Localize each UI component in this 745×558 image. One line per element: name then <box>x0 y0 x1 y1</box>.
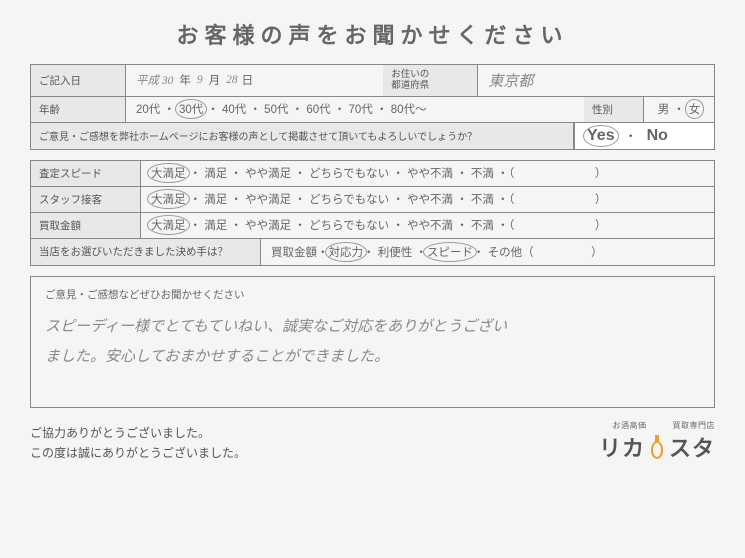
bottle-icon <box>647 434 667 460</box>
month-suffix: 月 <box>209 72 221 88</box>
date-value: 平成 30 年 9 月 28 日 <box>126 65 383 96</box>
gender-value: 男 ・ 女 <box>644 97 714 122</box>
decide-opt1: 買取金額 <box>271 244 317 260</box>
row-date-pref: ご記入日 平成 30 年 9 月 28 日 お住いの 都道府県 東京都 <box>31 65 714 97</box>
era-handwritten: 平成 30 <box>136 72 173 88</box>
logo-text-right: スタ <box>669 431 715 463</box>
speed-rest: ・ 満足 ・ やや満足 ・ どちらでもない ・ やや不満 ・ 不満 ・（ ） <box>190 165 607 181</box>
gender-dot: ・ <box>673 101 685 117</box>
price-label: 買取金額 <box>31 213 141 238</box>
section-ratings: 査定スピード 大満足 ・ 満足 ・ やや満足 ・ どちらでもない ・ やや不満 … <box>30 160 715 266</box>
decide-selected2: スピード <box>427 244 473 260</box>
logo-tagline-left: お酒高価 <box>613 420 647 431</box>
staff-selected: 大満足 <box>151 191 186 207</box>
row-speed: 査定スピード 大満足 ・ 満足 ・ やや満足 ・ どちらでもない ・ やや不満 … <box>31 161 714 187</box>
footer: ご協力ありがとうございました。 この度は誠にありがとうございました。 お酒高価 … <box>30 420 715 463</box>
decide-label: 当店をお選びいただきました決め手は？ <box>31 239 261 265</box>
logo-block: お酒高価 買取専門店 リカ スタ <box>599 420 715 463</box>
day-handwritten: 28 <box>226 74 238 86</box>
row-decide: 当店をお選びいただきました決め手は？ 買取金額 ・ 対応力 ・ 利便性 ・ スピ… <box>31 239 714 265</box>
staff-options: 大満足 ・ 満足 ・ やや満足 ・ どちらでもない ・ やや不満 ・ 不満 ・（… <box>141 187 714 212</box>
price-rest: ・ 満足 ・ やや満足 ・ どちらでもない ・ やや不満 ・ 不満 ・（ ） <box>190 217 607 233</box>
page-title: お客様の声をお聞かせください <box>30 18 715 50</box>
staff-rest: ・ 満足 ・ やや満足 ・ どちらでもない ・ やや不満 ・ 不満 ・（ ） <box>190 191 607 207</box>
decide-selected1: 対応力 <box>329 244 364 260</box>
age-selected: 30代 <box>179 101 203 117</box>
comment-label: ご意見・ご感想などぜひお聞かせください <box>45 287 700 302</box>
row-price: 買取金額 大満足 ・ 満足 ・ やや満足 ・ どちらでもない ・ やや不満 ・ … <box>31 213 714 239</box>
pref-value: 東京都 <box>478 65 714 96</box>
comment-text: スピーディー様でとてもていねい、誠実なご対応をありがとうござい ました。安心して… <box>45 312 700 372</box>
gender-male: 男 <box>658 101 670 117</box>
thanks-line1: ご協力ありがとうございました。 <box>30 424 246 443</box>
date-label: ご記入日 <box>31 65 126 96</box>
decide-mid: ・ 利便性 ・ <box>363 244 427 260</box>
row-age-gender: 年齢 20代 ・ 30代 ・ 40代 ・ 50代 ・ 60代 ・ 70代 ・ 8… <box>31 97 714 123</box>
speed-options: 大満足 ・ 満足 ・ やや満足 ・ どちらでもない ・ やや不満 ・ 不満 ・（… <box>141 161 714 186</box>
comment-line2: ました。安心しておまかせすることができました。 <box>45 342 700 372</box>
gender-female-selected: 女 <box>689 101 701 117</box>
thanks-block: ご協力ありがとうございました。 この度は誠にありがとうございました。 <box>30 424 246 462</box>
consent-label: ご意見・ご感想を弊社ホームページにお客様の声として掲載させて頂いてもよろしいでし… <box>31 123 574 149</box>
price-selected: 大満足 <box>151 217 186 233</box>
logo-tagline-right: 買取専門店 <box>673 420 716 431</box>
row-consent: ご意見・ご感想を弊社ホームページにお客様の声として掲載させて頂いてもよろしいでし… <box>31 123 714 149</box>
year-suffix: 年 <box>179 72 191 88</box>
section-customer-info: ご記入日 平成 30 年 9 月 28 日 お住いの 都道府県 東京都 年齢 2… <box>30 64 715 150</box>
yes-selected: Yes <box>587 127 615 145</box>
logo-text-left: リカ <box>599 431 645 463</box>
decide-options: 買取金額 ・ 対応力 ・ 利便性 ・ スピード ・ その他（ ） <box>261 239 714 265</box>
price-options: 大満足 ・ 満足 ・ やや満足 ・ どちらでもない ・ やや不満 ・ 不満 ・（… <box>141 213 714 238</box>
speed-label: 査定スピード <box>31 161 141 186</box>
logo-main: リカ スタ <box>599 431 715 463</box>
day-suffix: 日 <box>242 72 254 88</box>
gender-label: 性別 <box>584 97 644 122</box>
no-option: No <box>647 127 668 145</box>
pref-label: お住いの 都道府県 <box>383 65 478 96</box>
thanks-line2: この度は誠にありがとうございました。 <box>30 444 246 463</box>
age-rest: ・ 40代 ・ 50代 ・ 60代 ・ 70代 ・ 80代〜 <box>207 101 426 117</box>
yesno-dot: ・ <box>625 127 637 144</box>
comment-line1: スピーディー様でとてもていねい、誠実なご対応をありがとうござい <box>45 312 700 342</box>
decide-rest: ・ その他（ ） <box>473 244 603 260</box>
staff-label: スタッフ接客 <box>31 187 141 212</box>
month-handwritten: 9 <box>197 74 203 86</box>
row-staff: スタッフ接客 大満足 ・ 満足 ・ やや満足 ・ どちらでもない ・ やや不満 … <box>31 187 714 213</box>
age-options: 20代 ・ 30代 ・ 40代 ・ 50代 ・ 60代 ・ 70代 ・ 80代〜 <box>126 97 584 122</box>
age-pre: 20代 ・ <box>136 101 175 117</box>
age-label: 年齢 <box>31 97 126 122</box>
comment-box: ご意見・ご感想などぜひお聞かせください スピーディー様でとてもていねい、誠実なご… <box>30 276 715 408</box>
consent-value: Yes ・ No <box>574 123 714 149</box>
speed-selected: 大満足 <box>151 165 186 181</box>
pref-handwritten: 東京都 <box>488 70 533 91</box>
